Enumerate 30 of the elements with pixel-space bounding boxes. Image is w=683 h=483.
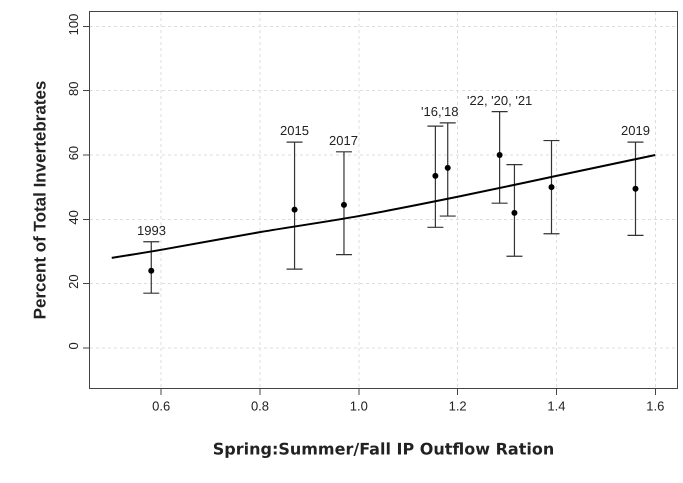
x-tick-label: 1.0 (350, 398, 368, 414)
y-tick-label: 60 (66, 146, 81, 160)
point (496, 152, 503, 158)
point (340, 202, 347, 208)
annotation: 2015 (280, 123, 309, 138)
y-tick-label: 0 (66, 342, 81, 350)
annotation: '22, '20, '21 (467, 93, 532, 108)
point (148, 268, 154, 274)
x-tick-label: 1.2 (448, 398, 467, 414)
annotation: 2017 (329, 133, 358, 148)
y-tick-label: 40 (66, 210, 81, 225)
x-tick-label: 1.6 (646, 398, 664, 414)
x-tick-label: 1.4 (547, 398, 566, 414)
y-tick-label: 20 (66, 274, 81, 289)
point (632, 186, 638, 192)
y-axis-title: Percent of Total Invertebrates (30, 80, 50, 320)
annotation: 2019 (621, 123, 650, 138)
point (292, 206, 298, 213)
y-tick-label: 80 (66, 82, 81, 96)
point (444, 164, 451, 171)
line-series (110, 154, 656, 259)
point (548, 184, 554, 190)
x-tick-label: 0.6 (152, 398, 170, 414)
x-axis-title: Spring:Summer/Fall IP Outflow Ration (212, 439, 554, 458)
point (511, 210, 518, 216)
point (432, 172, 438, 179)
annotation: 1993 (137, 223, 166, 238)
x-tick-label: 0.8 (250, 398, 270, 414)
annotation: '16,'18 (421, 104, 458, 119)
y-tick-label: 100 (66, 14, 81, 36)
